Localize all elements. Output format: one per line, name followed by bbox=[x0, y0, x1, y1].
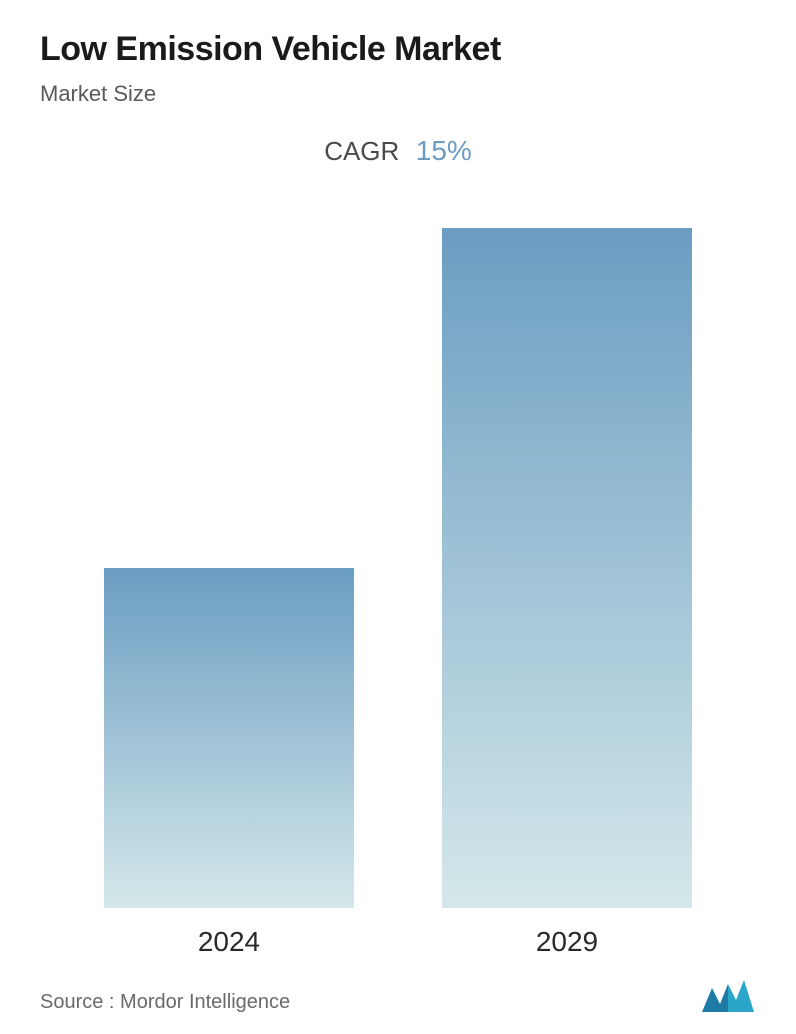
cagr-value: 15% bbox=[416, 135, 472, 166]
bar-2024 bbox=[104, 568, 354, 908]
cagr-row: CAGR 15% bbox=[40, 135, 756, 167]
chart-plot-area: 20242029 bbox=[60, 207, 736, 968]
bar-2029 bbox=[442, 228, 692, 908]
chart-container: Low Emission Vehicle Market Market Size … bbox=[0, 0, 796, 1034]
chart-title: Low Emission Vehicle Market bbox=[40, 30, 756, 69]
footer: Source : Mordor Intelligence bbox=[40, 968, 756, 1014]
source-text: Source : Mordor Intelligence bbox=[40, 991, 290, 1014]
bars-wrap: 20242029 bbox=[60, 228, 736, 908]
bar-group-2024: 2024 bbox=[77, 568, 381, 908]
brand-logo-icon bbox=[700, 978, 756, 1014]
bar-group-2029: 2029 bbox=[415, 228, 719, 908]
bar-label-2024: 2024 bbox=[198, 926, 260, 958]
chart-subtitle: Market Size bbox=[40, 81, 756, 107]
cagr-label: CAGR bbox=[324, 136, 399, 166]
bar-label-2029: 2029 bbox=[536, 926, 598, 958]
